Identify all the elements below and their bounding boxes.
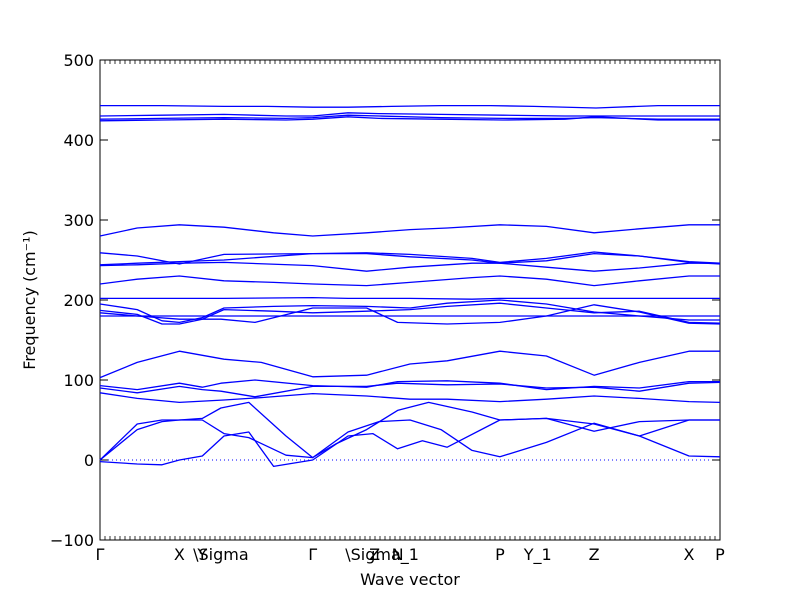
y-tick-label: 500 bbox=[63, 51, 94, 70]
x-tick-label: Y bbox=[196, 545, 207, 564]
x-axis-label: Wave vector bbox=[360, 570, 460, 589]
y-tick-label: 100 bbox=[63, 371, 94, 390]
band-line-15 bbox=[99, 350, 720, 379]
band-line-5 bbox=[99, 224, 720, 237]
band-line-19 bbox=[99, 401, 720, 461]
band-line-21 bbox=[99, 417, 720, 468]
band-line-4 bbox=[99, 116, 720, 122]
band-line-1 bbox=[100, 104, 720, 109]
x-tick-label: P bbox=[495, 545, 505, 564]
band-line-2 bbox=[99, 112, 720, 117]
plot-frame bbox=[99, 59, 721, 541]
x-tick-label: \Sigma bbox=[193, 545, 249, 564]
y-tick-label: 0 bbox=[84, 451, 94, 470]
y-tick-label: 400 bbox=[63, 131, 94, 150]
x-tick-label: Z bbox=[369, 545, 380, 564]
band-line-6 bbox=[99, 251, 721, 265]
band-line-9 bbox=[99, 275, 720, 287]
band-line-7 bbox=[99, 252, 721, 266]
band-line-17 bbox=[99, 381, 721, 398]
x-tick-label: Z bbox=[589, 545, 600, 564]
band-line-10 bbox=[100, 296, 720, 300]
x-tick-label: \Sigma_1 bbox=[345, 545, 419, 565]
band-line-8 bbox=[99, 261, 720, 272]
band-line-12 bbox=[99, 302, 721, 325]
x-tick-label: Γ bbox=[96, 545, 105, 564]
band-line-20 bbox=[99, 419, 721, 461]
band-line-3 bbox=[99, 114, 720, 120]
x-tick-label: Γ bbox=[308, 545, 317, 564]
x-tick-label: Y_1 bbox=[523, 545, 552, 565]
y-tick-label: −100 bbox=[50, 531, 94, 550]
x-tick-label: P bbox=[715, 545, 725, 564]
y-axis-label: Frequency (cm⁻¹) bbox=[20, 230, 39, 369]
x-tick-label: X bbox=[684, 545, 695, 564]
y-tick-label: 200 bbox=[63, 291, 94, 310]
band-line-13 bbox=[99, 304, 721, 325]
band-line-11 bbox=[99, 299, 720, 324]
x-tick-label: X bbox=[174, 545, 185, 564]
x-tick-label: N bbox=[392, 545, 404, 564]
band-line-18 bbox=[99, 392, 721, 404]
y-tick-label: 300 bbox=[63, 211, 94, 230]
